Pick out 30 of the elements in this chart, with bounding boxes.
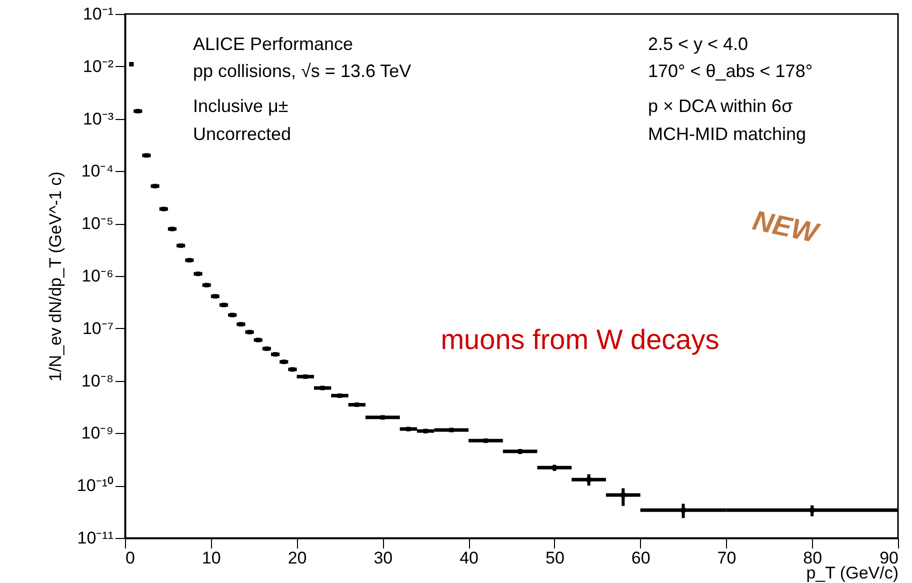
x-tick-label: 40 (460, 548, 479, 568)
y-tick-label: 10⁻⁴ (81, 162, 114, 181)
y-tick-label: 10⁻¹ (82, 4, 114, 24)
y-tick-label: 10⁻⁵ (82, 214, 114, 234)
annotation: p × DCA within 6σ (648, 96, 793, 116)
x-tick-label: 20 (288, 548, 307, 568)
annotation: NEW (750, 204, 823, 250)
annotation: 170° < θ_abs < 178° (648, 61, 813, 81)
y-axis-title: 1/N_ev dN/dp_T (GeV^-1 c) (46, 172, 65, 382)
y-tick-label: 10⁻³ (82, 109, 114, 128)
y-tick-label: 10⁻⁸ (81, 371, 114, 390)
x-tick-label: 10 (202, 548, 221, 568)
annotation: pp collisions, √s = 13.6 TeV (193, 61, 412, 81)
annotation: MCH-MID matching (648, 124, 806, 144)
annotation: Inclusive μ± (193, 96, 288, 116)
y-tick-label: 10⁻¹⁰ (76, 476, 114, 496)
y-tick-label: 10⁻⁹ (81, 424, 114, 443)
x-tick-label: 0 (126, 548, 135, 568)
x-tick-label: 60 (631, 548, 650, 568)
x-tick-label: 50 (545, 548, 564, 568)
annotation: Uncorrected (193, 124, 292, 144)
annotation: muons from W decays (440, 324, 720, 355)
annotation: 2.5 < y < 4.0 (648, 34, 748, 54)
y-tick-label: 10⁻¹¹ (77, 528, 114, 548)
annotation: ALICE Performance (193, 34, 354, 54)
x-tick-label: 70 (717, 548, 736, 568)
y-tick-label: 10⁻⁶ (82, 266, 114, 286)
y-tick-label: 10⁻⁷ (82, 318, 114, 338)
y-tick-label: 10⁻² (82, 56, 114, 76)
x-tick-label: 30 (374, 548, 393, 568)
